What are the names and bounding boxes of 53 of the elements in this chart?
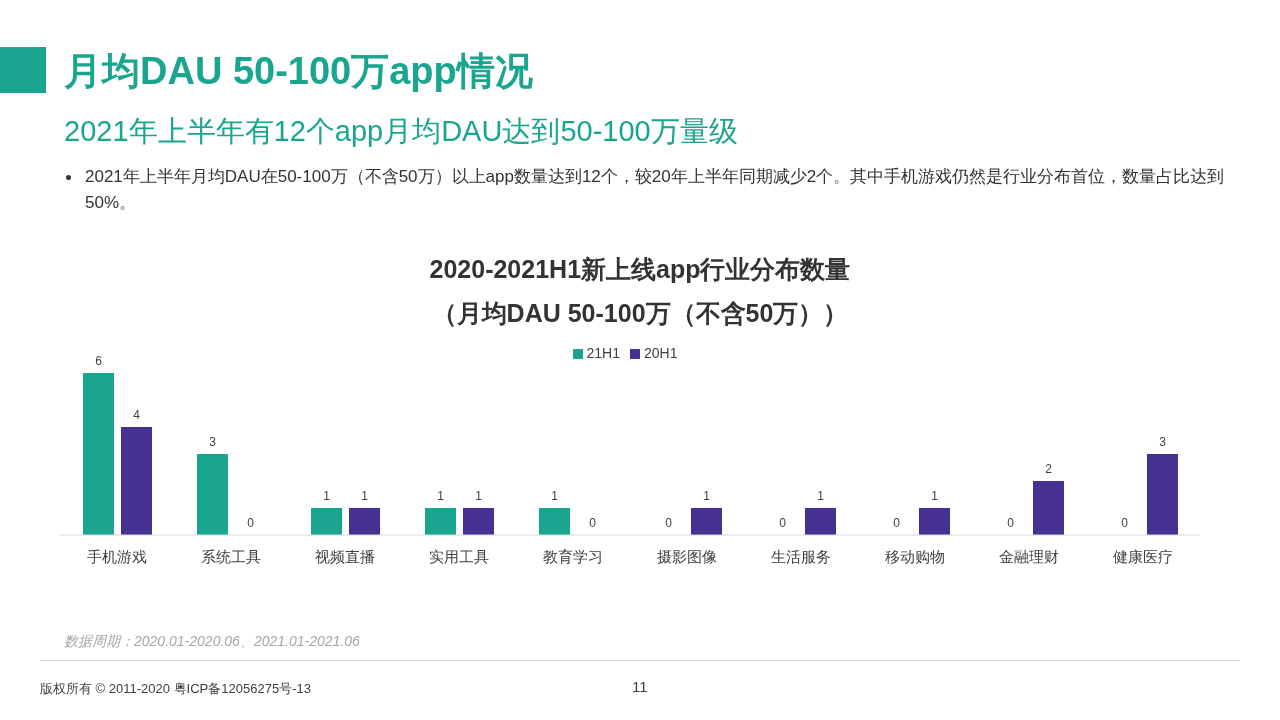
x-tick-label: 生活服务 [771,547,831,565]
x-tick-label: 实用工具 [429,547,489,565]
bar [919,508,950,535]
bar [311,508,342,535]
x-tick-label: 手机游戏 [87,547,147,565]
bar [349,508,380,535]
x-tick-label: 教育学习 [543,547,603,565]
x-tick-label: 移动购物 [885,547,945,565]
data-label: 1 [475,489,483,503]
bar [1147,454,1178,535]
legend-label: 21H1 [586,345,620,361]
data-label: 1 [437,489,445,503]
text: 2020-2021H1新上线app行业分布数量 [428,254,852,285]
data-label: 1 [551,489,559,503]
data-label: 1 [703,489,711,503]
x-tick-label: 系统工具 [201,547,261,565]
legend-label: 20H1 [644,345,678,361]
bar [197,454,228,535]
bar [121,427,152,535]
data-label: 0 [247,515,255,530]
bar [539,508,570,535]
text: 版权所有 © 2011-2020 粤ICP备12056275号-13 [40,680,311,698]
x-tick-label: 金融理财 [999,547,1059,565]
bar [691,508,722,535]
data-label: 0 [779,515,787,530]
data-label: 0 [665,515,673,530]
data-label: 3 [1159,435,1167,449]
text: （月均DAU 50-100万（不含50万）） [430,298,850,329]
data-label: 1 [817,489,825,503]
data-label: 0 [893,515,901,530]
bar [805,508,836,535]
data-label: 3 [209,435,217,449]
chart-title: 月均DAU 50-100万app情况 [64,49,533,94]
bar [83,373,114,535]
data-label: 1 [323,489,331,503]
x-tick-label: 健康医疗 [1113,547,1173,565]
bar [425,508,456,535]
text: 2021年上半年月均DAU在50-100万（不含50万）以上app数量达到12个，较20年上半年同期减少2个。其中手机游戏仍然是行业分布首位，数量占比达到50%。 [85,166,1226,214]
text: 11 [632,678,648,695]
data-label: 0 [1121,515,1129,530]
bar [1033,481,1064,535]
data-label: 1 [361,489,369,503]
data-label: 0 [1007,515,1015,530]
data-label: 4 [133,408,141,422]
x-tick-label: 视频直播 [315,547,375,565]
data-label: 0 [589,515,597,530]
chart-subtitle: 2021年上半年有12个app月均DAU达到50-100万量级 [64,114,738,149]
data-label: 2 [1045,462,1053,476]
bar [463,508,494,535]
text: 数据周期：2020.01-2020.06、2021.01-2021.06 [64,633,360,651]
data-label: 6 [95,354,103,368]
data-label: 1 [931,489,939,503]
x-tick-label: 摄影图像 [657,547,717,565]
